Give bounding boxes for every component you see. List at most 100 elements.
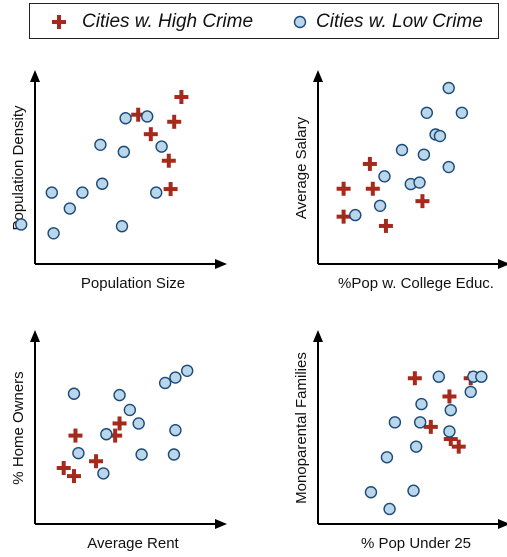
high-crime-point bbox=[66, 469, 81, 484]
low-crime-points bbox=[67, 364, 194, 480]
low-crime-point bbox=[119, 112, 132, 125]
low-crime-point bbox=[442, 81, 455, 95]
high-crime-point bbox=[56, 461, 71, 475]
low-crime-point bbox=[158, 376, 172, 390]
low-crime-point bbox=[475, 370, 488, 383]
low-crime-points bbox=[364, 370, 488, 516]
high-crime-point bbox=[378, 218, 393, 233]
low-crime-point bbox=[169, 371, 182, 384]
scatter-panel-2: %Pop w. College Educ. Average Salary bbox=[293, 70, 507, 292]
low-crime-point bbox=[407, 484, 420, 497]
low-crime-point bbox=[76, 186, 89, 199]
low-crime-point bbox=[444, 403, 457, 417]
low-crime-point bbox=[443, 425, 456, 438]
legend-circle-marker bbox=[293, 15, 307, 29]
y-axis-arrow bbox=[313, 70, 323, 82]
high-crime-point bbox=[68, 428, 83, 443]
low-crime-point bbox=[464, 385, 477, 399]
high-crime-points bbox=[336, 156, 430, 233]
low-crime-point bbox=[67, 387, 81, 400]
low-crime-point bbox=[180, 364, 194, 377]
low-crime-point bbox=[413, 416, 427, 429]
low-crime-point bbox=[117, 145, 131, 159]
low-crime-points bbox=[349, 81, 469, 222]
high-crime-point bbox=[407, 371, 422, 386]
low-crime-point bbox=[15, 218, 28, 231]
y-axis-label: Population Density bbox=[10, 105, 27, 231]
high-crime-point bbox=[336, 209, 351, 224]
low-crime-point bbox=[442, 160, 455, 174]
low-crime-point bbox=[395, 143, 409, 157]
legend-low-crime-marker bbox=[293, 15, 307, 29]
low-crime-point bbox=[420, 106, 434, 120]
high-crime-point bbox=[365, 181, 380, 196]
legend-low-crime-label: Cities w. Low Crime bbox=[316, 11, 483, 32]
low-crime-point bbox=[413, 176, 426, 189]
low-crime-point bbox=[383, 502, 396, 516]
high-crime-points bbox=[131, 90, 189, 197]
high-crime-point bbox=[163, 182, 178, 197]
y-axis-arrow bbox=[313, 330, 323, 342]
high-crime-point bbox=[174, 90, 189, 105]
low-crime-point bbox=[100, 428, 113, 441]
low-crime-point bbox=[97, 467, 110, 480]
high-crime-point bbox=[451, 439, 466, 454]
x-axis-label: % Pop Under 25 bbox=[361, 535, 471, 552]
y-axis-label: Average Salary bbox=[293, 116, 310, 219]
high-crime-point bbox=[415, 194, 430, 209]
y-axis-arrow bbox=[30, 70, 40, 82]
low-crime-point bbox=[113, 388, 126, 402]
low-crime-point bbox=[455, 106, 469, 120]
low-crime-point bbox=[95, 177, 109, 190]
low-crime-point bbox=[432, 370, 445, 383]
low-crime-point bbox=[155, 140, 168, 153]
x-axis-label: Average Rent bbox=[87, 535, 179, 552]
x-axis-arrow bbox=[215, 519, 227, 529]
low-crime-point bbox=[45, 186, 58, 199]
high-crime-point bbox=[143, 127, 158, 142]
low-crime-point bbox=[123, 403, 137, 417]
y-axis-label: Monoparental Families bbox=[293, 352, 310, 504]
high-crime-point bbox=[442, 389, 457, 404]
low-crime-points bbox=[15, 110, 168, 240]
high-crime-point bbox=[89, 454, 104, 469]
legend: Cities w. High Crime Cities w. Low Crime bbox=[29, 3, 499, 39]
scatter-panel-3: Average Rent % Home Owners bbox=[10, 330, 227, 552]
low-crime-point bbox=[94, 138, 107, 152]
y-axis-arrow bbox=[30, 330, 40, 342]
x-axis-arrow bbox=[215, 259, 227, 269]
high-crime-point bbox=[336, 181, 351, 196]
low-crime-point bbox=[378, 170, 391, 183]
high-crime-point bbox=[161, 153, 176, 168]
scatter-panel-1: Population Size Population Density bbox=[10, 70, 227, 292]
high-crime-point bbox=[423, 419, 438, 434]
high-crime-points bbox=[56, 416, 127, 484]
low-crime-point bbox=[415, 397, 428, 411]
low-crime-point bbox=[169, 424, 182, 437]
high-crime-point bbox=[167, 114, 182, 129]
high-crime-point bbox=[131, 107, 146, 122]
low-crime-point bbox=[63, 202, 77, 215]
legend-high-crime-label: Cities w. High Crime bbox=[82, 11, 254, 32]
low-crime-point bbox=[167, 448, 181, 461]
x-axis-label: %Pop w. College Educ. bbox=[338, 275, 494, 292]
low-crime-point bbox=[140, 110, 154, 123]
low-crime-point bbox=[135, 448, 148, 461]
low-crime-point bbox=[115, 220, 129, 233]
low-crime-point bbox=[72, 446, 85, 460]
high-crime-point bbox=[362, 156, 377, 171]
x-axis-arrow bbox=[498, 259, 507, 269]
low-crime-point bbox=[388, 416, 402, 429]
scatter-panel-4: % Pop Under 25 Monoparental Families bbox=[293, 330, 507, 552]
low-crime-point bbox=[349, 208, 362, 222]
legend-plus-marker bbox=[52, 15, 66, 29]
x-axis-label: Population Size bbox=[81, 275, 185, 292]
low-crime-point bbox=[417, 148, 431, 161]
high-crime-point bbox=[112, 416, 127, 431]
low-crime-point bbox=[409, 440, 423, 453]
x-axis-arrow bbox=[498, 519, 507, 529]
high-crime-point bbox=[443, 432, 458, 447]
legend-markers bbox=[52, 15, 307, 29]
low-crime-point bbox=[47, 227, 60, 240]
